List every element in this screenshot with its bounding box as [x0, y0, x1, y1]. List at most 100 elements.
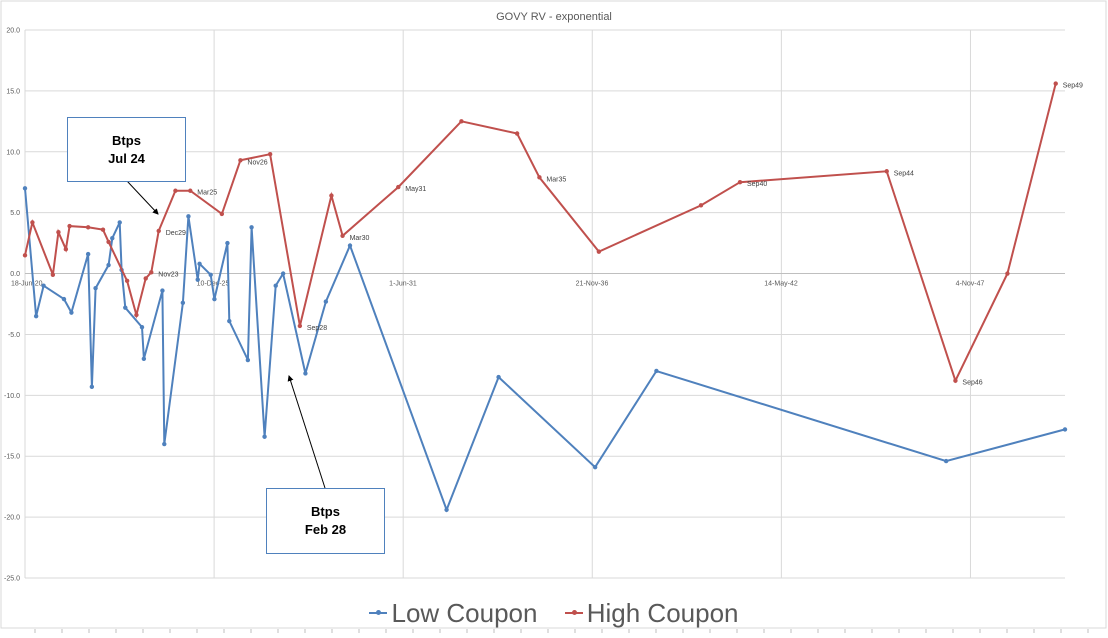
high-coupon-point — [953, 378, 958, 383]
callout-jul24-line2: Jul 24 — [108, 150, 145, 166]
low-coupon-point — [943, 458, 949, 464]
point-label: May31 — [405, 186, 426, 193]
low-coupon-point — [303, 371, 308, 376]
legend-swatch-low — [369, 610, 388, 615]
high-coupon-point — [63, 247, 69, 252]
y-tick-label: -15.0 — [4, 454, 20, 461]
high-coupon-point — [884, 169, 889, 174]
low-coupon-point — [444, 507, 449, 513]
low-coupon-point — [180, 300, 186, 305]
high-coupon-point — [537, 175, 542, 180]
high-coupon-point — [173, 188, 178, 193]
x-tick-label: 14-May-42 — [764, 281, 798, 288]
y-tick-label: 5.0 — [10, 210, 20, 217]
x-axis-ticks: 18-Jun-20 10-Dec-25 1-Jun-31 21-Nov-36 14-Ma… — [11, 281, 984, 288]
low-coupon-point — [139, 324, 145, 330]
high-coupon-point — [22, 253, 28, 258]
high-coupon-point — [188, 188, 193, 193]
arrow-feb28 — [287, 375, 326, 489]
low-coupon-point — [162, 441, 167, 447]
low-coupon-point — [160, 288, 165, 293]
x-tick-label: 4-Nov-47 — [956, 281, 985, 288]
legend: Low Coupon High Coupon — [0, 590, 1108, 629]
high-coupon-point — [737, 180, 743, 185]
low-coupon-point — [347, 243, 353, 248]
high-coupon-point — [50, 272, 56, 277]
high-coupon-point — [106, 239, 111, 245]
point-label: Sep40 — [747, 181, 767, 188]
legend-label-high: High Coupon — [586, 597, 739, 628]
low-coupon-point — [212, 296, 217, 302]
high-coupon-point — [297, 323, 303, 329]
high-coupon-point — [396, 184, 401, 190]
point-label: Sep44 — [894, 170, 914, 177]
callout-arrows — [126, 180, 326, 489]
point-label: Nov26 — [247, 159, 267, 166]
high-coupon-point — [1053, 81, 1058, 86]
low-coupon-point — [69, 310, 74, 315]
y-tick-label: 10.0 — [6, 149, 20, 156]
low-coupon-point — [208, 272, 213, 277]
high-coupon-point — [124, 278, 130, 284]
low-coupon-point — [273, 283, 278, 288]
high-coupon-point — [100, 227, 106, 232]
high-coupon-point — [267, 152, 273, 157]
high-coupon-point — [30, 220, 35, 225]
point-labels: Dec29 Nov23 Mar25 Nov26 Sep28 Mar30 May31 Mar35… — [158, 83, 1083, 387]
legend-item-low-coupon: Low Coupon — [369, 598, 537, 629]
high-coupon-point — [134, 312, 139, 318]
high-coupon-point — [1005, 271, 1010, 276]
point-label: Mar35 — [546, 176, 566, 183]
low-coupon-point — [22, 186, 28, 191]
low-coupon-point — [496, 374, 501, 380]
low-coupon-point — [262, 434, 267, 439]
high-coupon-point — [698, 203, 704, 208]
low-coupon-point — [141, 356, 147, 361]
high-coupon-point — [238, 158, 243, 163]
y-tick-label: -5.0 — [8, 332, 20, 339]
series-lines — [22, 81, 1068, 513]
legend-swatch-high — [564, 610, 583, 615]
low-coupon-point — [117, 220, 122, 225]
low-coupon-point — [323, 299, 329, 304]
low-coupon-point — [245, 357, 251, 363]
low-coupon-point — [106, 262, 111, 268]
high-coupon-point — [149, 270, 154, 275]
low-coupon-point — [61, 296, 67, 302]
high-coupon-point — [56, 229, 61, 235]
x-tick-label: 18-Jun-20 — [11, 281, 43, 288]
low-coupon-point — [123, 305, 128, 310]
low-coupon-point — [592, 464, 598, 470]
y-tick-label: 0.0 — [10, 271, 20, 278]
high-coupon-point — [329, 193, 334, 198]
high-coupon-point — [156, 228, 161, 234]
low-coupon-point — [110, 236, 115, 241]
point-label: Mar25 — [197, 190, 217, 197]
y-tick-label: -20.0 — [4, 515, 20, 522]
y-axis-ticks: 20.0 15.0 10.0 5.0 0.0 -5.0 -10.0 -15.0 -20.0 -25… — [4, 28, 20, 583]
legend-label-low: Low Coupon — [391, 597, 538, 628]
high-coupon-point — [85, 225, 91, 230]
low-coupon-point — [89, 384, 95, 390]
legend-item-high-coupon: High Coupon — [564, 597, 739, 629]
callout-feb28: Btps Feb 28 — [266, 488, 385, 554]
low-coupon-point — [33, 313, 39, 319]
low-coupon-point — [249, 225, 254, 230]
high-coupon-point — [514, 131, 520, 136]
chart-title: GOVY RV - exponential — [496, 11, 612, 23]
high-coupon-point — [219, 211, 225, 217]
y-tick-label: 15.0 — [6, 88, 20, 95]
low-coupon-point — [85, 251, 91, 257]
low-coupon-point — [41, 283, 46, 288]
low-coupon-point — [227, 318, 232, 324]
callout-jul24-line1: Btps — [112, 132, 141, 148]
low-coupon-point — [225, 240, 230, 246]
point-label: Mar30 — [350, 235, 370, 242]
low-coupon-point — [186, 214, 191, 219]
high-coupon-point — [596, 249, 602, 254]
point-label: Sep28 — [307, 325, 327, 332]
point-label: Sep49 — [1063, 83, 1083, 90]
